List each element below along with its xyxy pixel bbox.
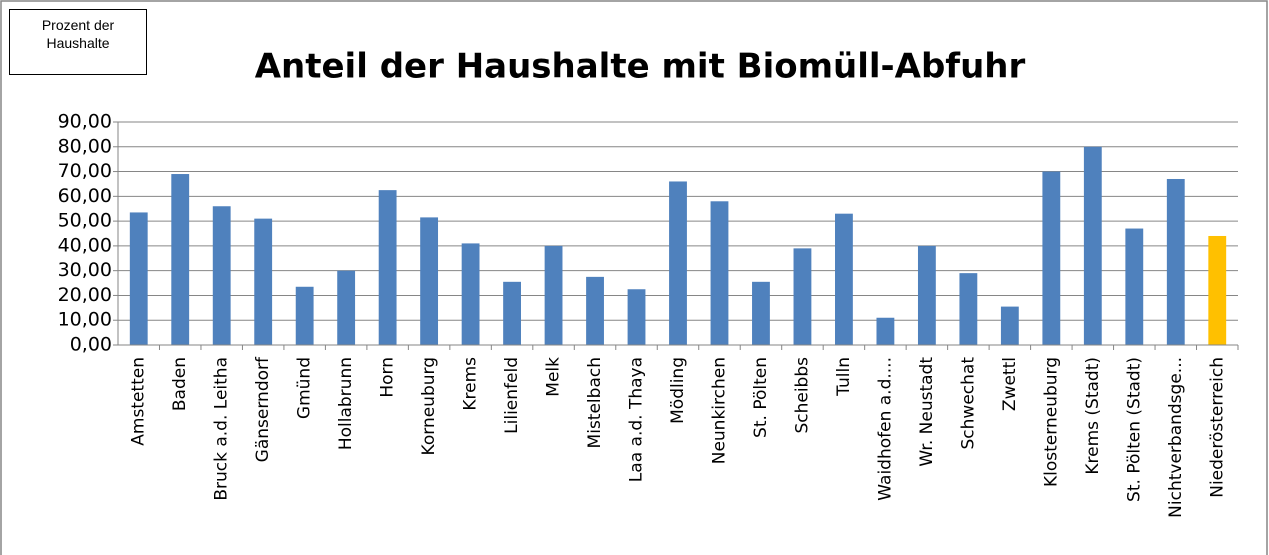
bar bbox=[1125, 228, 1144, 345]
bar bbox=[710, 201, 729, 345]
bar bbox=[378, 190, 397, 345]
x-tick-label: Horn bbox=[378, 357, 398, 398]
bar bbox=[254, 218, 273, 345]
bar bbox=[544, 245, 563, 345]
bar bbox=[1083, 146, 1102, 345]
bar bbox=[1000, 306, 1019, 345]
y-tick-label: 20,00 bbox=[58, 284, 112, 306]
x-tick-label: Mistelbach bbox=[585, 357, 605, 448]
x-tick-label: Zwettl bbox=[1000, 357, 1020, 411]
bar bbox=[212, 206, 231, 345]
bar bbox=[793, 248, 812, 345]
bar bbox=[171, 174, 190, 345]
x-tick-label: Gmünd bbox=[295, 357, 315, 419]
y-tick-label: 70,00 bbox=[58, 160, 112, 182]
chart-title: Anteil der Haushalte mit Biomüll-Abfuhr bbox=[255, 47, 1026, 87]
x-tick-label: Lilienfeld bbox=[502, 357, 522, 434]
bar bbox=[627, 289, 646, 345]
y-tick-label: 10,00 bbox=[58, 309, 112, 331]
bar bbox=[503, 281, 521, 345]
bar bbox=[1166, 178, 1185, 345]
bar bbox=[586, 276, 604, 345]
y-tick-label: 0,00 bbox=[70, 334, 112, 356]
bar bbox=[835, 213, 853, 345]
x-tick-label: Waidhofen a.d.... bbox=[875, 357, 895, 501]
x-tick-label: Nichtverbandsge... bbox=[1166, 357, 1186, 518]
bar bbox=[917, 245, 936, 345]
x-tick-label: Schwechat bbox=[958, 357, 978, 450]
y-axis-label: Prozent der Haushalte bbox=[9, 9, 147, 75]
x-tick-label: Wr. Neustadt bbox=[917, 357, 937, 467]
x-tick-label: Niederösterreich bbox=[1207, 357, 1227, 498]
bar bbox=[295, 286, 314, 345]
bar bbox=[337, 270, 356, 345]
bar bbox=[876, 317, 895, 345]
bar bbox=[1208, 235, 1227, 345]
bar bbox=[461, 243, 480, 345]
y-tick-label: 90,00 bbox=[58, 111, 112, 133]
bar bbox=[420, 217, 439, 345]
x-tick-label: Tulln bbox=[834, 357, 854, 397]
x-tick-label: Melk bbox=[544, 357, 564, 397]
y-tick-label: 40,00 bbox=[58, 234, 112, 256]
bar bbox=[752, 281, 770, 345]
x-tick-label: Korneuburg bbox=[419, 357, 439, 455]
y-tick-label: 80,00 bbox=[58, 135, 112, 157]
x-tick-label: Baden bbox=[170, 357, 190, 411]
x-tick-label: Bruck a.d. Leitha bbox=[212, 357, 232, 501]
x-tick-label: Amstetten bbox=[129, 357, 149, 446]
y-tick-label: 30,00 bbox=[58, 259, 112, 281]
bar bbox=[129, 212, 148, 345]
x-tick-label: Mödling bbox=[668, 357, 688, 424]
x-tick-label: St. Pölten bbox=[751, 357, 771, 438]
bar bbox=[669, 181, 687, 345]
x-tick-label: Hollabrunn bbox=[336, 357, 356, 450]
x-tick-label: Laa a.d. Thaya bbox=[627, 357, 647, 482]
x-tick-label: Krems bbox=[461, 357, 481, 411]
x-tick-label: Neunkirchen bbox=[709, 357, 729, 464]
bar bbox=[1042, 171, 1061, 345]
x-tick-label: Scheibbs bbox=[792, 357, 812, 434]
y-tick-label: 60,00 bbox=[58, 185, 112, 207]
x-tick-label: St. Pölten (Stadt) bbox=[1124, 357, 1144, 502]
bar bbox=[959, 273, 978, 345]
x-tick-label: Krems (Stadt) bbox=[1083, 357, 1103, 475]
x-tick-label: Klosterneuburg bbox=[1041, 357, 1061, 487]
y-tick-label: 50,00 bbox=[58, 210, 112, 232]
x-tick-label: Gänserndorf bbox=[253, 356, 273, 462]
